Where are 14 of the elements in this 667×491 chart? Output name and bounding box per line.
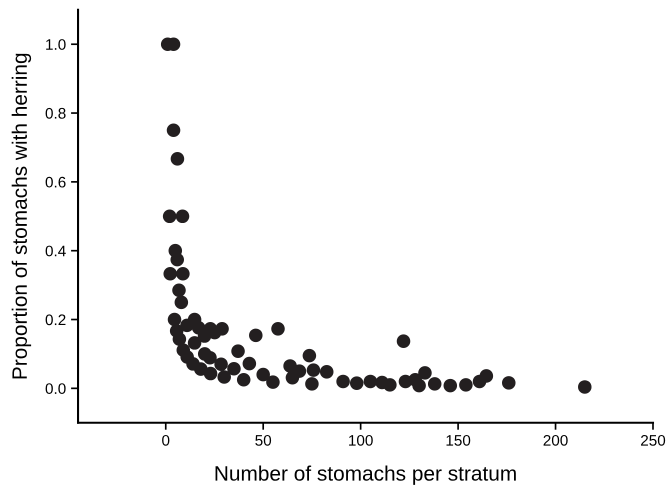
x-tick-label: 0: [162, 434, 170, 446]
y-tick-label: 0.4: [46, 246, 66, 256]
y-tick-label: 0.2: [46, 314, 66, 326]
y-axis-title: Proportion of stomachs with herring: [12, 54, 32, 378]
x-tick-label: 200: [544, 434, 568, 446]
y-tick-label: 1.0: [46, 39, 66, 50]
y-tick-label: 0.6: [46, 176, 66, 188]
x-tick-label: 150: [446, 434, 470, 446]
x-axis-title: Number of stomachs per stratum: [216, 465, 516, 485]
x-tick-label: 100: [349, 434, 373, 446]
y-tick-label: 0.0: [46, 383, 66, 394]
x-tick-label: 250: [641, 434, 666, 446]
x-tick-label: 50: [255, 434, 272, 446]
y-tick-label: 0.8: [46, 108, 66, 119]
